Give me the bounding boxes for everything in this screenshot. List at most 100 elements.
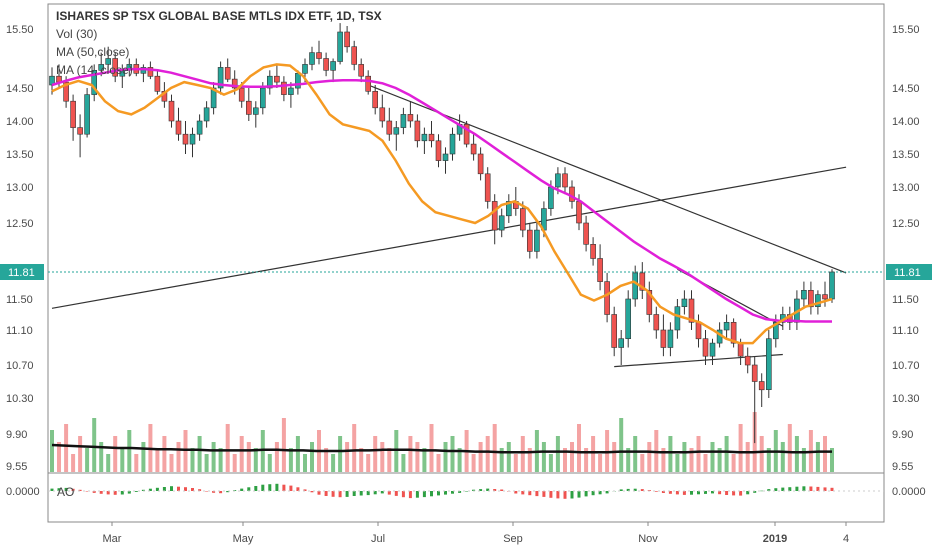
candle-body [618, 338, 625, 348]
candle-body [414, 120, 421, 142]
price-tick-right: 9.90 [892, 429, 913, 441]
volume-bar [380, 442, 385, 472]
candle-body [829, 271, 835, 300]
candle-body [688, 298, 695, 323]
ao-bar [802, 486, 806, 491]
candle-body [442, 153, 449, 161]
candle-body [653, 314, 660, 331]
volume-bar [373, 436, 378, 472]
candle-body [259, 87, 266, 109]
candle-body [407, 114, 414, 122]
ao-bar [640, 489, 644, 491]
ao-bar [120, 491, 124, 495]
legend-ma14: MA (14, close) [56, 63, 133, 77]
volume-bar [626, 448, 631, 472]
volume-bar [815, 442, 820, 472]
candle-body [632, 272, 639, 300]
volume-bar [541, 442, 546, 472]
volume-bar [787, 424, 792, 472]
ma14-line [51, 63, 833, 345]
ao-bar [809, 486, 813, 491]
x-tick-label: 4 [843, 533, 849, 545]
ao-bar [359, 491, 363, 496]
ao-bar [345, 491, 349, 497]
ao-bar [774, 488, 778, 491]
candle-body [189, 133, 196, 145]
volume-bar [415, 442, 420, 472]
candle-body [562, 173, 568, 188]
candle-body [576, 201, 582, 224]
candle-body [772, 321, 779, 340]
candle-body [801, 289, 807, 300]
volume-bar [422, 448, 427, 472]
last-price-badge-right [886, 264, 932, 280]
ao-bar [226, 491, 230, 493]
ao-bar [830, 487, 834, 491]
ao-bar [465, 491, 469, 492]
ao-bar [106, 491, 110, 495]
ao-bar [556, 491, 560, 499]
plot-border [47, 3, 885, 523]
trendline [51, 166, 847, 309]
volume-bar [71, 454, 76, 472]
price-tick-right: 11.10 [892, 325, 919, 337]
ao-bar [521, 491, 525, 495]
ao-bar [408, 491, 412, 499]
ao-bar [430, 491, 433, 497]
trendline [614, 353, 783, 368]
volume-bar [696, 436, 701, 472]
ao-pane [48, 483, 884, 499]
candle-body [393, 127, 400, 135]
candle-body [231, 78, 238, 89]
volume-bar [717, 448, 722, 472]
ao-bar [718, 491, 722, 495]
last-price-badge-left [0, 264, 44, 280]
volume-bar [584, 448, 589, 472]
candle-body [105, 58, 111, 65]
candle-body [660, 329, 667, 348]
ao-bar [275, 483, 279, 491]
volume-bar [598, 454, 603, 472]
volume-bar [577, 424, 581, 472]
candle-body [112, 58, 118, 77]
candle-body [238, 87, 245, 102]
volume-bar [155, 448, 160, 472]
volume-bar [471, 454, 476, 472]
ao-bar [732, 491, 736, 496]
ao-bar [437, 491, 440, 496]
candle-body [175, 120, 182, 135]
price-tick-right: 13.00 [892, 182, 920, 194]
ao-label: AO [57, 485, 74, 499]
candle-body [84, 94, 90, 135]
legend-ma50: MA (50,close) [56, 45, 129, 59]
candle-body [709, 342, 716, 357]
ao-bar [57, 488, 61, 491]
volume-bar [331, 454, 336, 472]
candle-body [477, 153, 484, 175]
ao-bar [605, 491, 609, 494]
volume-bar [555, 436, 560, 472]
volume-bar [106, 454, 111, 472]
candle-body [702, 338, 709, 357]
candle-body [625, 298, 632, 340]
volume-bar [211, 442, 216, 472]
ao-bar [598, 491, 602, 495]
candle-body [751, 364, 758, 382]
candle-body [302, 64, 308, 74]
ao-bar [823, 487, 827, 491]
ao-bar [725, 491, 729, 495]
ao-bar [92, 491, 96, 493]
candle-body [98, 64, 104, 71]
candle-body [253, 107, 259, 115]
ao-bar [584, 491, 588, 497]
chart-title: ISHARES SP TSX GLOBAL BASE MTLS IDX ETF,… [56, 9, 382, 23]
ao-bar [387, 491, 391, 495]
candle-body [435, 140, 442, 161]
volume-bar [724, 436, 729, 472]
volume-bar [127, 430, 132, 472]
volume-bar [520, 436, 525, 472]
ao-bar [472, 489, 476, 491]
ao-bar [261, 484, 265, 491]
volume-bar [661, 448, 666, 472]
